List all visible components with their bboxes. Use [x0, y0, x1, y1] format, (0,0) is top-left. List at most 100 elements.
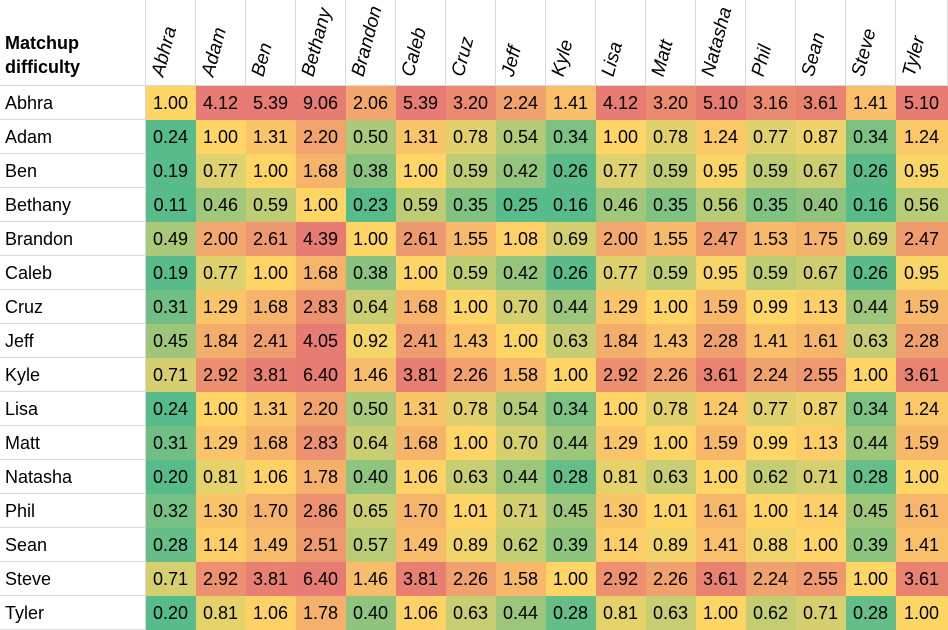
heatmap-cell: 2.24 — [746, 562, 796, 596]
heatmap-cell: 3.61 — [796, 86, 846, 120]
heatmap-cell: 0.25 — [496, 188, 546, 222]
heatmap-cell: 2.55 — [796, 358, 846, 392]
heatmap-cell: 0.69 — [846, 222, 896, 256]
heatmap-cell: 0.44 — [846, 426, 896, 460]
heatmap-cell: 0.44 — [496, 460, 546, 494]
row-header-label: Ben — [5, 161, 38, 181]
heatmap-cell: 1.46 — [346, 562, 396, 596]
heatmap-cell: 1.00 — [846, 358, 896, 392]
heatmap-cell: 1.00 — [696, 596, 746, 630]
heatmap-cell: 0.54 — [496, 392, 546, 426]
heatmap-cell: 0.70 — [496, 426, 546, 460]
heatmap-cell: 0.35 — [746, 188, 796, 222]
heatmap-cell: 0.46 — [196, 188, 246, 222]
heatmap-cell: 0.78 — [646, 392, 696, 426]
heatmap-cell: 3.61 — [896, 358, 948, 392]
heatmap-cell: 0.95 — [896, 256, 948, 290]
heatmap-cell: 2.00 — [196, 222, 246, 256]
heatmap-cell: 2.92 — [196, 562, 246, 596]
heatmap-cell: 0.70 — [496, 290, 546, 324]
heatmap-cell: 2.06 — [346, 86, 396, 120]
column-header-label: Cruz — [447, 34, 478, 79]
column-header: Abhra — [146, 0, 196, 86]
heatmap-cell: 2.92 — [596, 358, 646, 392]
heatmap-cell: 1.00 — [196, 120, 246, 154]
heatmap-cell: 4.12 — [196, 86, 246, 120]
heatmap-cell: 2.20 — [296, 392, 346, 426]
column-header-label: Abhra — [147, 24, 181, 79]
heatmap-cell: 1.29 — [196, 290, 246, 324]
heatmap-cell: 1.24 — [896, 392, 948, 426]
heatmap-cell: 0.24 — [146, 392, 196, 426]
column-header: Natasha — [696, 0, 746, 86]
heatmap-cell: 0.28 — [846, 460, 896, 494]
row-header: Cruz — [0, 290, 146, 324]
heatmap-cell: 0.77 — [746, 120, 796, 154]
heatmap-cell: 1.00 — [896, 460, 948, 494]
heatmap-cell: 1.24 — [696, 392, 746, 426]
column-header: Steve — [846, 0, 896, 86]
column-header-label: Sean — [797, 30, 830, 79]
heatmap-cell: 3.81 — [246, 358, 296, 392]
column-header-label: Jeff — [497, 43, 526, 79]
column-header: Ben — [246, 0, 296, 86]
heatmap-cell: 1.55 — [446, 222, 496, 256]
heatmap-cell: 1.59 — [896, 426, 948, 460]
heatmap-cell: 1.78 — [296, 596, 346, 630]
heatmap-cell: 3.81 — [396, 562, 446, 596]
column-header: Matt — [646, 0, 696, 86]
heatmap-cell: 1.00 — [546, 562, 596, 596]
heatmap-cell: 2.55 — [796, 562, 846, 596]
heatmap-cell: 0.45 — [846, 494, 896, 528]
heatmap-cell: 4.39 — [296, 222, 346, 256]
heatmap-cell: 2.86 — [296, 494, 346, 528]
heatmap-cell: 0.64 — [346, 290, 396, 324]
heatmap-cell: 0.63 — [446, 460, 496, 494]
row-header: Adam — [0, 120, 146, 154]
heatmap-cell: 0.16 — [846, 188, 896, 222]
heatmap-cell: 0.89 — [646, 528, 696, 562]
heatmap-cell: 2.51 — [296, 528, 346, 562]
heatmap-cell: 9.06 — [296, 86, 346, 120]
column-header-label: Kyle — [547, 37, 578, 79]
heatmap-cell: 0.81 — [596, 460, 646, 494]
heatmap-cell: 0.44 — [546, 426, 596, 460]
heatmap-cell: 0.56 — [696, 188, 746, 222]
heatmap-cell: 0.89 — [446, 528, 496, 562]
heatmap-cell: 1.29 — [596, 290, 646, 324]
row-header-label: Lisa — [5, 399, 39, 419]
heatmap-cell: 0.50 — [346, 120, 396, 154]
row-header-label: Tyler — [5, 603, 45, 623]
heatmap-cell: 0.99 — [746, 426, 796, 460]
row-header-label: Bethany — [5, 195, 72, 215]
heatmap-cell: 1.00 — [296, 188, 346, 222]
row-header-label: Cruz — [5, 297, 44, 317]
heatmap-cell: 1.00 — [146, 86, 196, 120]
corner-label: Matchup difficulty — [5, 33, 80, 77]
heatmap-cell: 1.31 — [246, 392, 296, 426]
heatmap-cell: 1.00 — [596, 120, 646, 154]
column-header-label: Adam — [197, 25, 231, 79]
heatmap-cell: 1.41 — [696, 528, 746, 562]
heatmap-cell: 2.83 — [296, 290, 346, 324]
heatmap-cell: 0.34 — [546, 120, 596, 154]
heatmap-cell: 0.69 — [546, 222, 596, 256]
heatmap-cell: 0.20 — [146, 460, 196, 494]
heatmap-cell: 0.35 — [646, 188, 696, 222]
heatmap-cell: 0.65 — [346, 494, 396, 528]
heatmap-cell: 2.00 — [596, 222, 646, 256]
heatmap-cell: 2.26 — [446, 562, 496, 596]
heatmap-cell: 1.30 — [196, 494, 246, 528]
column-header-label: Matt — [647, 37, 678, 79]
row-header: Sean — [0, 528, 146, 562]
row-header-label: Sean — [5, 535, 48, 555]
row-header-label: Caleb — [5, 263, 53, 283]
heatmap-cell: 2.26 — [646, 358, 696, 392]
heatmap-cell: 1.00 — [646, 426, 696, 460]
heatmap-cell: 0.63 — [546, 324, 596, 358]
heatmap-cell: 1.68 — [296, 256, 346, 290]
heatmap-cell: 1.00 — [746, 494, 796, 528]
heatmap-cell: 0.31 — [146, 290, 196, 324]
heatmap-cell: 1.13 — [796, 290, 846, 324]
